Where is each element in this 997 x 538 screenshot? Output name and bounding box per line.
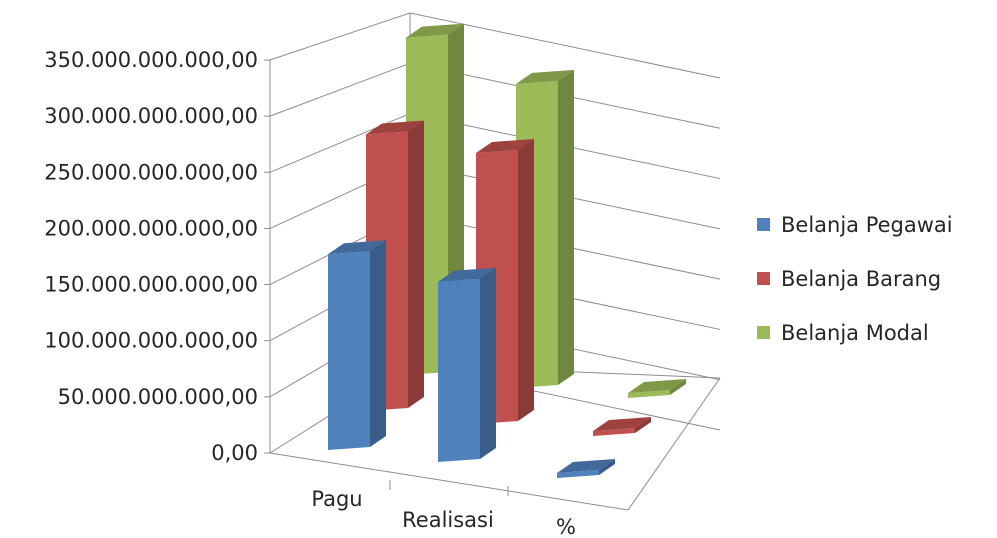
bar-front-face: [328, 251, 370, 450]
bar-side-face: [518, 139, 534, 422]
y-tick-label: 200.000.000.000,00: [44, 216, 258, 240]
bar-top-face: [328, 240, 386, 255]
legend-swatch: [757, 326, 770, 339]
bar-side-face: [558, 69, 574, 385]
legend-label: Belanja Barang: [781, 267, 941, 291]
bar-top-face: [516, 69, 574, 84]
legend-swatch: [757, 272, 770, 285]
bar-side-face: [635, 417, 651, 433]
bars: [328, 23, 686, 478]
legend: Belanja Pegawai Belanja Barang Belanja Mod…: [757, 213, 953, 345]
bar-side-face: [480, 267, 496, 459]
axis-labels: 0,00 50.000.000.000,00 100.000.000.000,00 1…: [44, 48, 576, 538]
y-tick-label: 250.000.000.000,00: [44, 160, 258, 184]
gridline: [269, 62, 721, 129]
y-tick-label: 50.000.000.000,00: [58, 385, 258, 409]
legend-label: Belanja Pegawai: [781, 213, 953, 237]
bar-front-face: [593, 428, 635, 436]
legend-label: Belanja Modal: [781, 321, 929, 345]
bar-side-face: [670, 379, 686, 395]
bar-top-face: [628, 379, 686, 393]
bar-side-face: [370, 240, 386, 447]
axis-line: [269, 452, 629, 511]
y-tick-label: 100.000.000.000,00: [44, 329, 258, 353]
bar: [628, 379, 686, 398]
bar-side-face: [408, 120, 424, 408]
bar-side-face: [599, 459, 615, 475]
bar: [557, 459, 615, 478]
axis-line: [627, 377, 721, 511]
y-tick-label: 150.000.000.000,00: [44, 273, 258, 297]
bar: [438, 267, 496, 462]
bar-top-face: [593, 417, 651, 431]
legend-swatch: [757, 218, 770, 231]
y-tick-label: 0,00: [211, 441, 258, 465]
bar-top-face: [476, 139, 534, 154]
bar-front-face: [557, 470, 599, 478]
x-category-label: Pagu: [311, 487, 362, 511]
y-tick-label: 300.000.000.000,00: [44, 104, 258, 128]
bar: [328, 240, 386, 450]
bar-front-face: [438, 278, 480, 462]
bar-top-face: [366, 120, 424, 135]
bar-top-face: [406, 23, 464, 38]
bar-top-face: [438, 267, 496, 282]
x-category-label: %: [556, 515, 576, 538]
bar-front-face: [628, 390, 670, 398]
bar-top-face: [557, 459, 615, 473]
x-category-label: Realisasi: [402, 508, 494, 532]
bar: [593, 417, 651, 436]
gridline: [269, 12, 721, 79]
y-tick-label: 350.000.000.000,00: [44, 48, 258, 72]
